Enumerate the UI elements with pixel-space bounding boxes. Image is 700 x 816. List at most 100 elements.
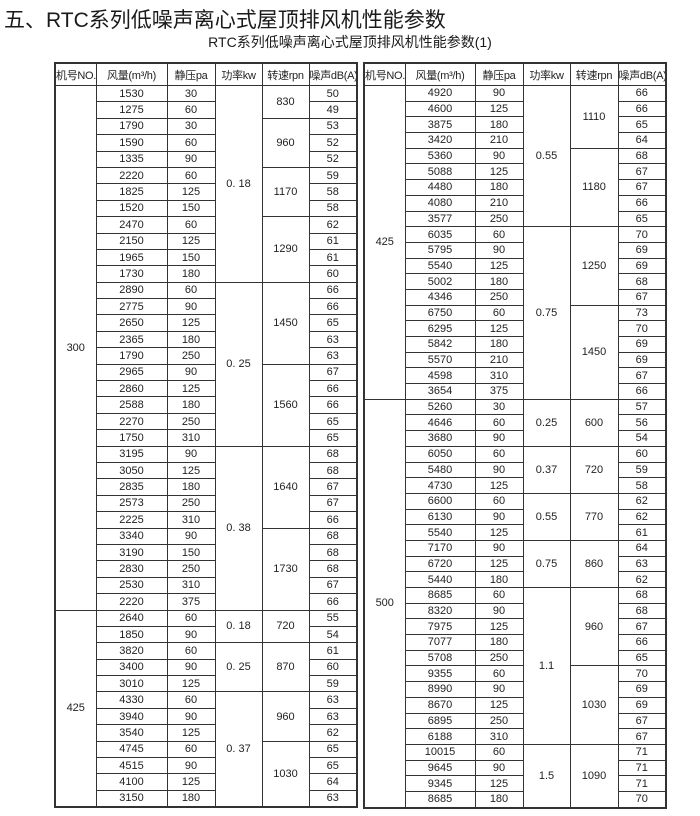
static-pressure-cell: 125 <box>166 232 216 250</box>
noise-cell: 68 <box>308 560 358 578</box>
noise-cell: 68 <box>308 461 358 480</box>
static-pressure-cell: 90 <box>474 147 524 165</box>
table-row: 2650 125 65 <box>55 314 358 332</box>
table-row: 4745 60 1030 65 <box>55 740 358 808</box>
table-row: 5002 180 68 <box>364 273 667 290</box>
static-pressure-cell: 125 <box>166 675 216 693</box>
noise-cell: 65 <box>308 412 358 431</box>
airflow-cell: 2225 <box>95 511 168 529</box>
table-row: 3820 60 0. 25 870 61 <box>55 642 358 693</box>
table-row: 2890 60 0. 25 1450 66 <box>55 281 358 447</box>
airflow-cell: 9355 <box>404 665 476 683</box>
static-pressure-cell: 180 <box>474 179 524 196</box>
noise-cell: 63 <box>617 555 667 573</box>
table-row: 5540 125 61 <box>364 524 667 541</box>
table-row: 1275 60 49 <box>55 101 358 119</box>
table-row: 2470 60 1290 62 <box>55 216 358 283</box>
noise-cell: 60 <box>308 265 358 283</box>
airflow-cell: 3420 <box>404 132 476 149</box>
static-pressure-cell: 250 <box>474 649 524 667</box>
table-row: 5360 90 1180 68 <box>364 147 667 228</box>
airflow-cell: 4745 <box>95 740 168 759</box>
airflow-cell: 5088 <box>404 163 476 181</box>
table-row: 3420 210 64 <box>364 132 667 149</box>
model-no-cell: 500 <box>363 398 406 809</box>
static-pressure-cell: 210 <box>474 351 524 369</box>
airflow-cell: 5540 <box>404 257 476 275</box>
static-pressure-cell: 60 <box>166 691 216 709</box>
header-row: 机号NO. 风量(m³/h) 静压pa 功率kw 转速rpn 噪声dB(A) <box>363 62 667 86</box>
airflow-cell: 6295 <box>404 320 476 337</box>
static-pressure-cell: 125 <box>474 555 524 573</box>
noise-cell: 67 <box>617 728 667 745</box>
noise-cell: 61 <box>308 248 358 267</box>
noise-cell: 68 <box>308 445 358 463</box>
airflow-cell: 6750 <box>404 304 476 322</box>
noise-cell: 70 <box>617 226 667 243</box>
static-pressure-cell: 90 <box>166 445 216 463</box>
airflow-cell: 2365 <box>95 330 168 349</box>
airflow-cell: 3010 <box>95 675 168 693</box>
table-row: 1750 310 65 <box>55 429 358 447</box>
airflow-cell: 3820 <box>95 642 168 660</box>
airflow-cell: 1335 <box>95 150 168 168</box>
performance-table-right: 机号NO. 风量(m³/h) 静压pa 功率kw 转速rpn 噪声dB(A) 425 4920… <box>363 62 667 809</box>
airflow-cell: 4646 <box>404 414 476 432</box>
power-cell: 0.75 <box>522 539 571 589</box>
power-cell: 0. 25 <box>214 642 263 693</box>
table-row: 4515 90 65 <box>55 757 358 775</box>
table-row: 3340 90 1730 68 <box>55 527 358 611</box>
noise-cell: 62 <box>617 492 667 510</box>
airflow-cell: 5440 <box>404 571 476 588</box>
noise-cell: 59 <box>617 461 667 479</box>
static-pressure-cell: 60 <box>474 304 524 322</box>
table-row: 7077 180 66 <box>364 634 667 651</box>
noise-cell: 53 <box>308 117 358 136</box>
static-pressure-cell: 210 <box>474 132 524 149</box>
speed-cell: 1450 <box>569 304 619 400</box>
noise-cell: 57 <box>617 398 667 416</box>
airflow-cell: 3654 <box>404 383 476 400</box>
airflow-cell: 1590 <box>95 134 168 152</box>
static-pressure-cell: 150 <box>166 543 216 562</box>
header-airflow: 风量(m³/h) <box>95 62 168 86</box>
airflow-cell: 5842 <box>404 336 476 353</box>
static-pressure-cell: 90 <box>166 527 216 545</box>
noise-cell: 65 <box>617 649 667 667</box>
airflow-cell: 5540 <box>404 524 476 541</box>
airflow-cell: 2775 <box>95 298 168 316</box>
airflow-cell: 3050 <box>95 461 168 480</box>
static-pressure-cell: 60 <box>474 587 524 604</box>
airflow-cell: 5795 <box>404 241 476 259</box>
static-pressure-cell: 90 <box>474 602 524 620</box>
static-pressure-cell: 125 <box>166 724 216 742</box>
static-pressure-cell: 90 <box>166 757 216 775</box>
noise-cell: 71 <box>617 743 667 761</box>
airflow-cell: 4730 <box>404 477 476 494</box>
noise-cell: 59 <box>308 675 358 693</box>
table-row: 8685 180 70 <box>364 790 667 809</box>
noise-cell: 49 <box>308 101 358 119</box>
static-pressure-cell: 60 <box>474 226 524 243</box>
static-pressure-cell: 90 <box>474 241 524 259</box>
noise-cell: 67 <box>617 618 667 636</box>
noise-cell: 66 <box>308 396 358 414</box>
table-row: 5440 180 62 <box>364 571 667 588</box>
speed-cell: 770 <box>569 492 619 541</box>
airflow-cell: 2573 <box>95 494 168 513</box>
airflow-cell: 2830 <box>95 560 168 578</box>
noise-cell: 67 <box>617 288 667 306</box>
table-row: 2588 180 66 <box>55 396 358 414</box>
static-pressure-cell: 250 <box>474 288 524 306</box>
airflow-cell: 10015 <box>404 743 476 761</box>
noise-cell: 63 <box>308 330 358 349</box>
noise-cell: 69 <box>617 696 667 714</box>
noise-cell: 69 <box>617 336 667 353</box>
static-pressure-cell: 60 <box>166 642 216 660</box>
airflow-cell: 4346 <box>404 288 476 306</box>
noise-cell: 68 <box>308 543 358 562</box>
static-pressure-cell: 90 <box>166 150 216 168</box>
table-row: 5088 125 67 <box>364 163 667 181</box>
static-pressure-cell: 150 <box>166 199 216 218</box>
noise-cell: 64 <box>617 132 667 149</box>
